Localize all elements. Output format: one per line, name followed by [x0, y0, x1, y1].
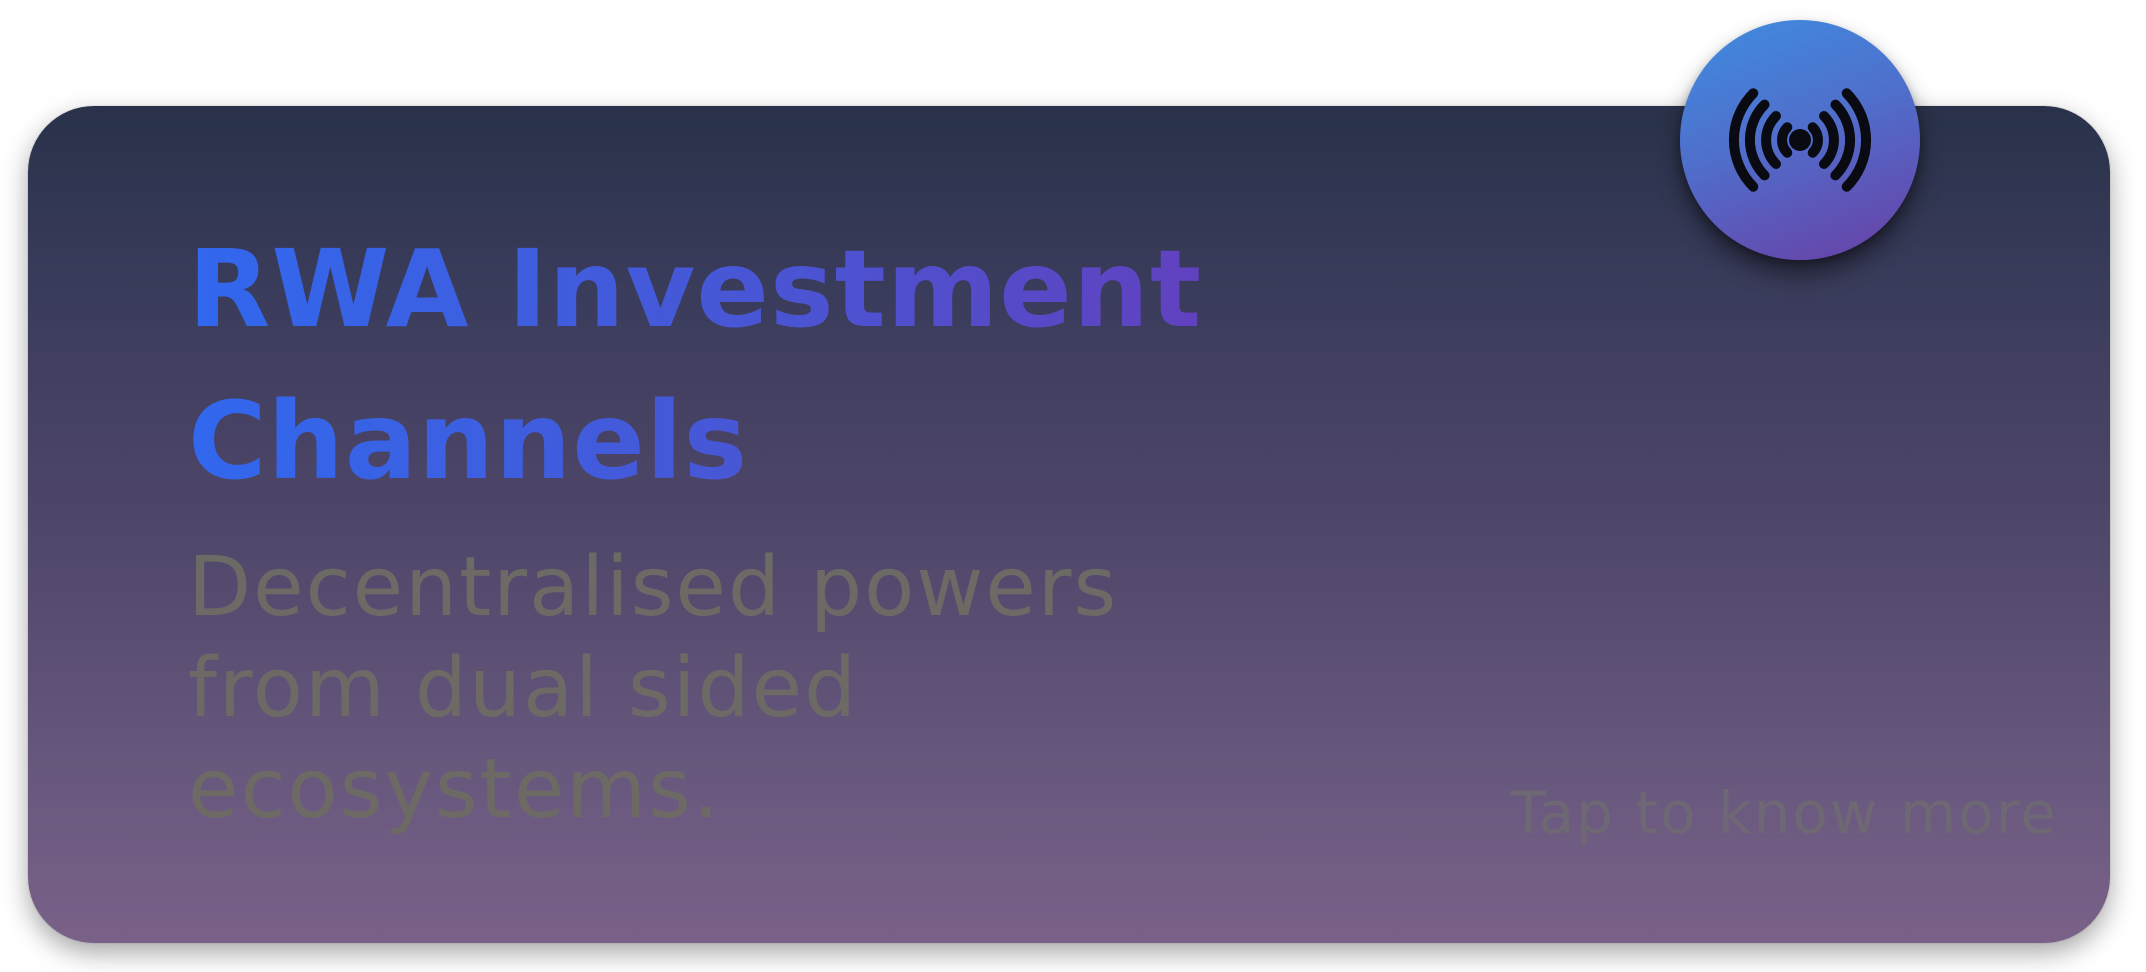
broadcast-badge	[1680, 20, 1920, 260]
card-description-line-2: from dual sided	[188, 641, 859, 736]
tap-to-know-more-link[interactable]: Tap to know more	[1510, 779, 2058, 847]
card-title-line-2: Channels	[188, 380, 749, 504]
card-description: Decentralised powers from dual sided ecosy…	[188, 537, 1248, 840]
card-description-line-1: Decentralised powers	[188, 540, 1119, 635]
card-description-line-3: ecosystems.	[188, 742, 721, 837]
card-title-line-1: RWA Investment	[188, 228, 1203, 352]
broadcast-icon	[1728, 88, 1872, 192]
card-title: RWA Investment Channels	[188, 214, 1388, 518]
